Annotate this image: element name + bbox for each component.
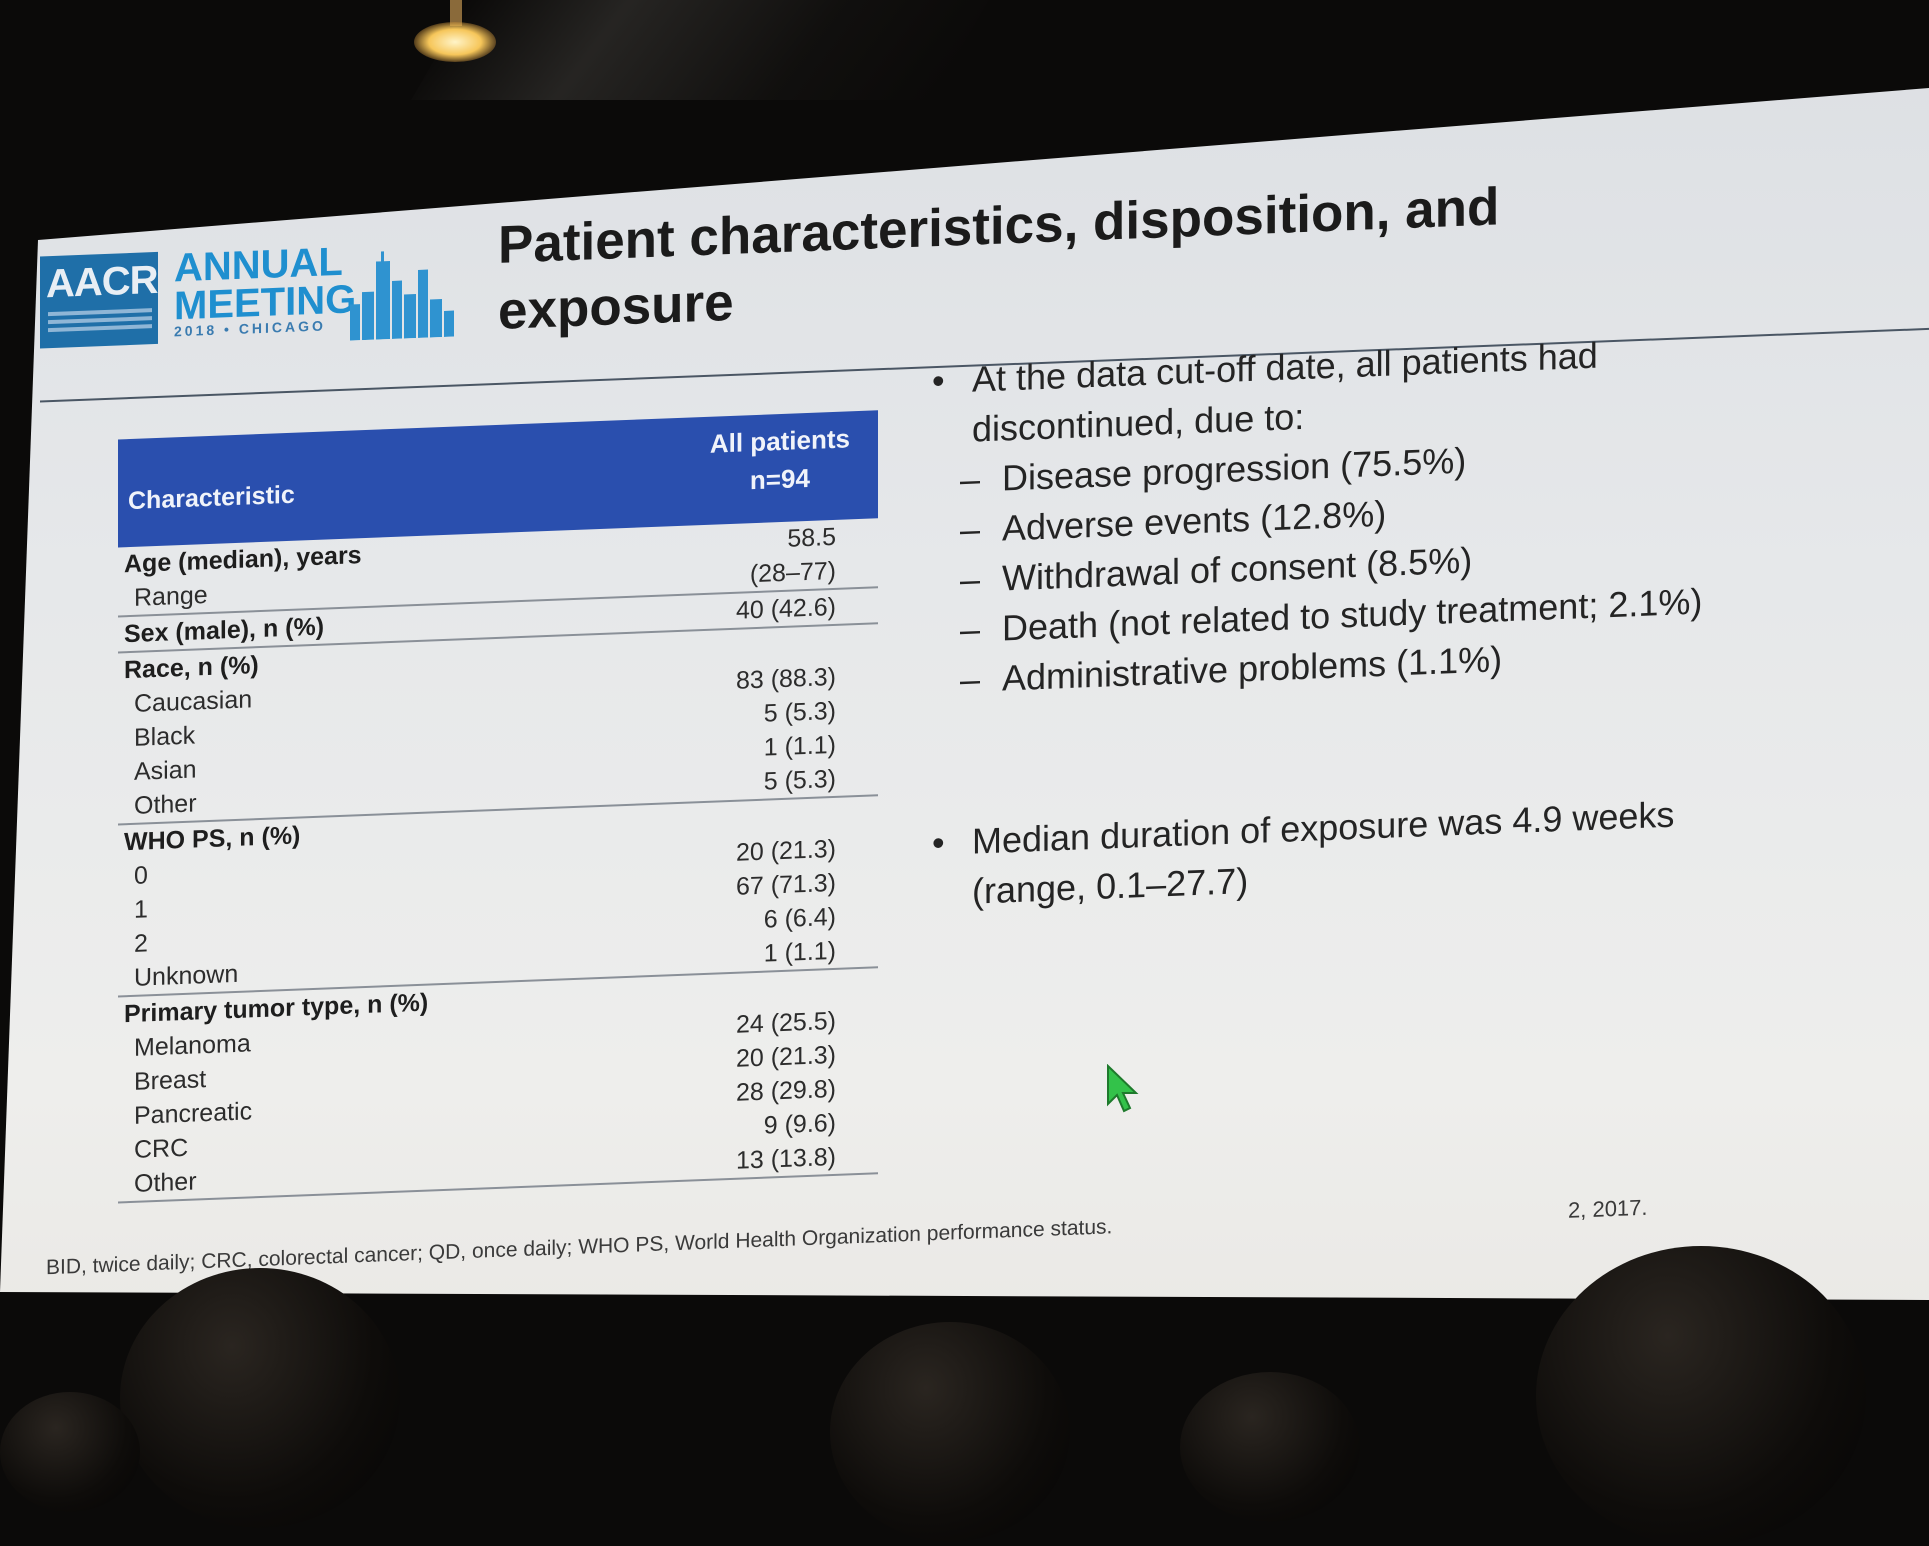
- row-value: 6 (6.4): [763, 902, 836, 934]
- bullet-dot: •: [932, 821, 945, 864]
- data-date: 2, 2017.: [1568, 1194, 1648, 1223]
- row-value: 5 (5.3): [763, 764, 836, 796]
- audience-head: [1536, 1246, 1866, 1546]
- abbreviations-footnote: BID, twice daily; CRC, colorectal cancer…: [46, 1215, 1113, 1280]
- dash-marker: –: [960, 558, 981, 601]
- table-group: Primary tumor type, n (%) Melanoma 24 (25.…: [118, 968, 878, 1204]
- row-value: (28–77): [749, 556, 836, 589]
- header-sample-size: n=94: [749, 462, 810, 496]
- row-label: Breast: [134, 1065, 207, 1096]
- patient-characteristics-table: Characteristic All patients n=94 Age (me…: [118, 410, 878, 1204]
- row-value: 28 (29.8): [735, 1074, 836, 1107]
- conference-logo: AACR ANNUAL MEETING 2018 • CHICAGO: [40, 240, 454, 349]
- disposition-bullets: • At the data cut-off date, all patients…: [930, 319, 1890, 918]
- table-body: Age (median), years 58.5 Range (28–77) Sex (…: [118, 518, 878, 1204]
- bullet-dot: •: [932, 359, 945, 402]
- skyline-icon: [350, 251, 454, 341]
- slide-title: Patient characteristics, disposition, an…: [498, 177, 1500, 341]
- row-label: Other: [134, 789, 197, 820]
- audience-head: [120, 1268, 400, 1528]
- row-value: 24 (25.5): [735, 1006, 836, 1039]
- row-label: CRC: [134, 1133, 189, 1164]
- row-label: Other: [134, 1167, 197, 1198]
- row-label: Range: [134, 581, 208, 612]
- dash-marker: –: [960, 458, 981, 501]
- row-value: 58.5: [787, 522, 836, 553]
- row-value: 67 (71.3): [735, 868, 836, 901]
- ceiling-beam: [411, 0, 989, 100]
- row-value: 1 (1.1): [763, 936, 836, 968]
- row-label: Unknown: [134, 959, 239, 992]
- row-value: 40 (42.6): [735, 592, 836, 625]
- row-value: 20 (21.3): [735, 1040, 836, 1073]
- header-characteristic: Characteristic: [128, 480, 295, 516]
- row-value: 5 (5.3): [763, 696, 836, 728]
- row-value: 83 (88.3): [735, 662, 836, 695]
- header-all-patients-label: All patients: [709, 423, 850, 459]
- dash-marker: –: [960, 608, 981, 651]
- row-label: Caucasian: [134, 685, 253, 718]
- aacr-logo: AACR: [40, 251, 158, 349]
- audience-head: [830, 1322, 1070, 1542]
- slide: AACR ANNUAL MEETING 2018 • CHICAGO: [40, 177, 1929, 1280]
- ceiling-lamp: [414, 22, 496, 62]
- discontinuation-reasons: – Disease progression (75.5%) – Adverse eve…: [930, 419, 1890, 706]
- dash-marker: –: [960, 508, 981, 551]
- dash-marker: –: [960, 658, 981, 701]
- row-label: Black: [134, 721, 196, 752]
- projection-screen: AACR ANNUAL MEETING 2018 • CHICAGO: [0, 88, 1929, 1300]
- header-all-patients: All patients n=94: [710, 419, 850, 500]
- row-value: 9 (9.6): [763, 1108, 836, 1140]
- row-label: Race, n (%): [124, 651, 259, 685]
- audience-head: [1180, 1372, 1360, 1522]
- aacr-tagline: [48, 308, 152, 317]
- row-value: 20 (21.3): [735, 834, 836, 867]
- row-label: WHO PS, n (%): [124, 821, 301, 857]
- row-label: Melanoma: [134, 1029, 251, 1062]
- table-group: Race, n (%) Caucasian 83 (88.3) Black 5 (5.3…: [118, 624, 878, 826]
- aacr-wordmark: AACR: [46, 257, 158, 307]
- row-value: 1 (1.1): [763, 730, 836, 762]
- row-label: 2: [134, 929, 148, 958]
- mouse-pointer-icon: [1107, 1064, 1139, 1113]
- event-name: ANNUAL MEETING: [174, 240, 357, 329]
- row-value: 13 (13.8): [735, 1142, 836, 1175]
- row-label: 0: [134, 861, 148, 890]
- audience-head: [0, 1392, 140, 1512]
- row-label: Sex (male), n (%): [124, 612, 325, 649]
- table-group: WHO PS, n (%) 0 20 (21.3) 1 67 (71.3) 2 6 (6.4…: [118, 796, 878, 998]
- lamp-stem: [450, 0, 462, 26]
- event-name-line2: MEETING: [174, 277, 357, 329]
- row-label: Pancreatic: [134, 1097, 253, 1130]
- row-label: Asian: [134, 755, 197, 786]
- row-label: 1: [134, 895, 148, 924]
